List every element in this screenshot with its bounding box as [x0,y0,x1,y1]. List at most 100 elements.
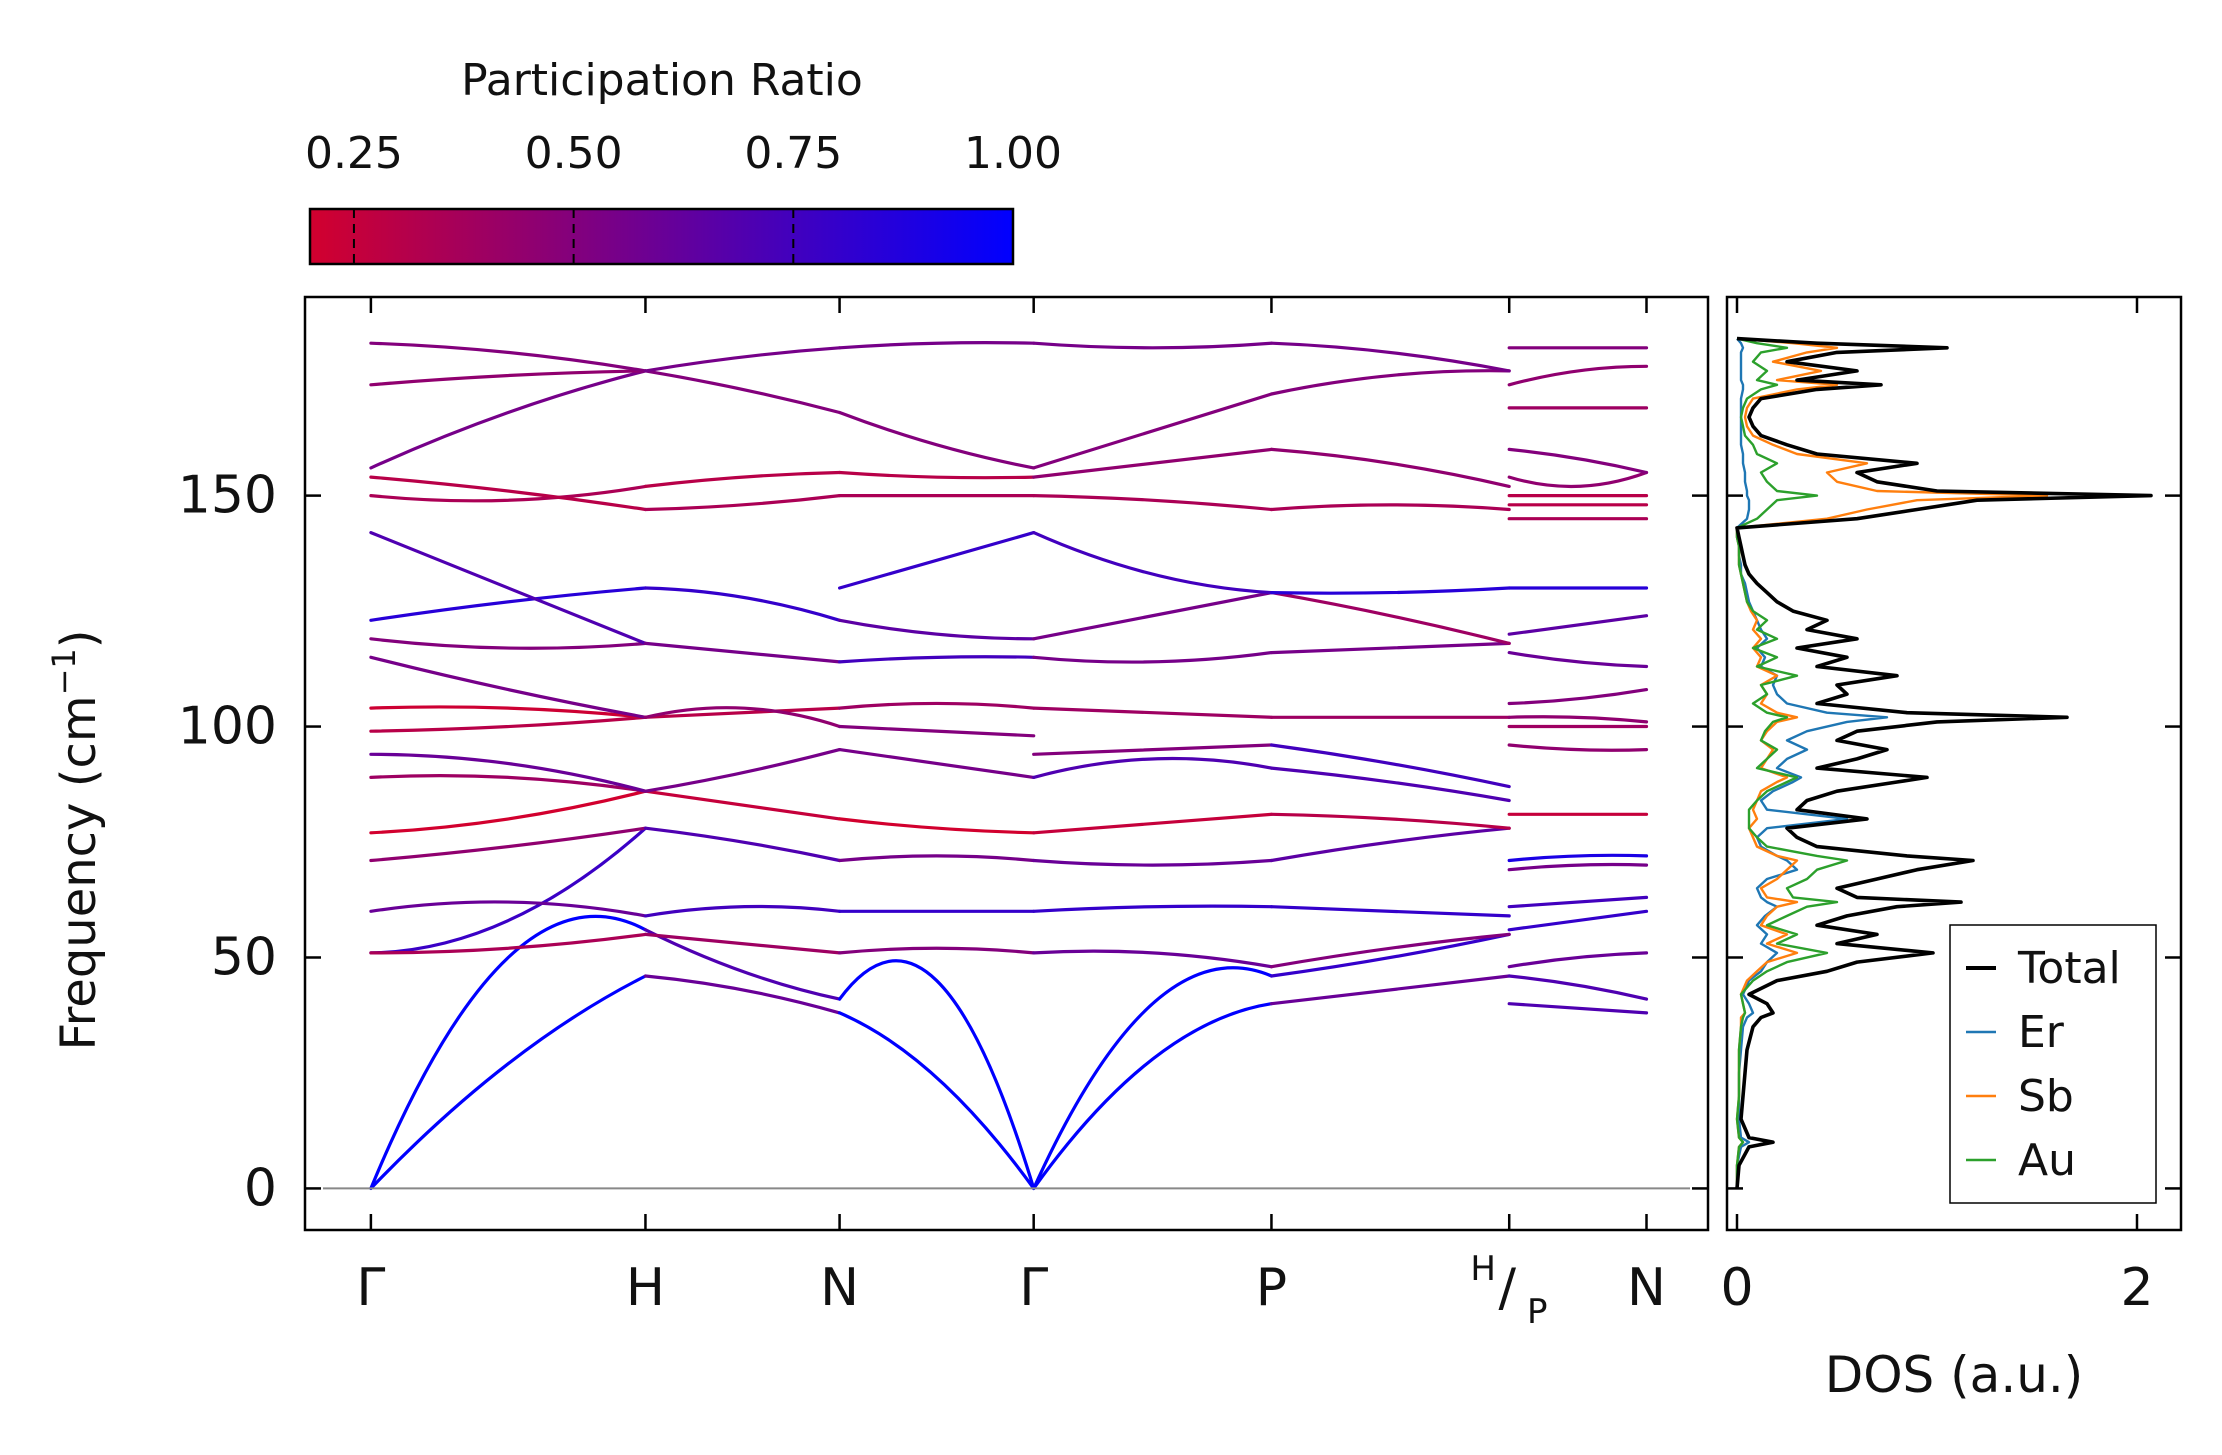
dispersion-branch [838,701,1036,710]
dispersion-branch [838,470,1036,480]
dispersion-branch [1507,470,1649,489]
dispersion-branch [838,946,1036,955]
y-axis-label: Frequency (cm−1) [45,629,107,1050]
legend-label-er: Er [2018,1007,2065,1058]
colorbar-gradient-bar [308,207,1015,266]
dispersion-branch [1269,641,1511,655]
dispersion-branch [1269,743,1511,789]
dos-x-tick-label: 2 [2120,1258,2153,1318]
dispersion-branch [1507,614,1649,636]
dispersion-branch [643,789,842,821]
dispersion-branch [369,974,648,1190]
y-tick-label: 50 [211,927,277,987]
dispersion-branch [1032,494,1274,512]
legend-label-au: Au [2018,1135,2076,1186]
dispersion-branch [838,854,1036,863]
k-label: N [1627,1258,1666,1318]
dispersion-branch [838,724,1036,738]
dispersion-branch [369,705,648,719]
colorbar-ticks: 0.25 0.50 0.75 1.00 [305,128,1062,264]
y-axis-label-exp: −1 [45,648,83,695]
dispersion-branch [643,748,842,793]
k-label: Γ [1019,1258,1048,1318]
dispersion-branch [369,637,648,650]
dispersion-branch [1507,688,1649,706]
dispersion-branch [838,410,1036,470]
colorbar-tick-label: 0.25 [305,128,403,179]
dispersion-branch [1032,904,1274,913]
dispersion-branch [1269,974,1511,1006]
k-label-p-part: P [1527,1292,1548,1332]
y-tick-label: 150 [178,466,277,526]
dispersion-branch [1507,715,1649,724]
dispersion-branch [1032,949,1274,969]
dispersion-branch [1032,743,1274,756]
colorbar: Participation Ratio 0.25 0.50 0.75 1.00 [305,55,1062,266]
colorbar-tick-label: 0.50 [525,128,623,179]
dispersion-branch [643,706,842,719]
dispersion-branch [369,531,648,645]
k-label-h-p: H / P [1470,1249,1547,1332]
dispersion-branch [369,774,648,793]
k-label-slash: / [1498,1258,1516,1318]
dispersion-branch [1269,932,1511,969]
k-label-h-part: H [1470,1249,1496,1289]
dispersion-branch [369,369,648,470]
dispersion-branch [643,826,842,863]
dispersion-branch [1507,743,1649,752]
dispersion-branch [1507,651,1649,669]
dispersion-branch [369,914,648,1190]
dispersion-branch [838,341,1036,350]
dispersion-branch [838,655,1036,664]
dispersion-branch [643,928,842,1001]
dispersion-branch [838,531,1036,590]
dos-x-axis-label: DOS (a.u.) [1825,1346,2084,1404]
dispersion-branch [369,475,648,512]
dispersion-branch [1032,756,1274,779]
dispersion-branch [1269,341,1511,373]
dispersion-branch [643,974,842,1015]
colorbar-title: Participation Ratio [461,55,863,106]
dispersion-branch [838,618,1036,641]
dos-x-tick-label: 0 [1720,1258,1753,1318]
dispersion-branch [1507,951,1649,969]
k-label: Γ [356,1258,385,1318]
dispersion-branch [369,932,648,955]
dispersion-branch [1269,766,1511,803]
dispersion-branch [1269,932,1511,978]
dispersion-branch [1507,974,1649,1001]
dispersion-branch [643,470,842,488]
dispersion-branch [1032,1002,1274,1190]
legend-label-sb: Sb [2018,1071,2074,1122]
dispersion-branch [369,586,648,622]
y-axis-label-close: ) [51,629,107,648]
dos-curve-total [1735,336,2153,1189]
y-tick-label: 0 [244,1158,277,1218]
dispersion-branch [643,706,842,729]
legend: Total Er Sb Au [1949,924,2157,1204]
legend-label-total: Total [2017,943,2121,994]
dispersion-branch [1507,1002,1649,1015]
dispersion-branch [1507,447,1649,475]
k-label: P [1256,1258,1287,1318]
dos-curve-er [1735,337,1889,1189]
dispersion-axes-frame [303,295,1710,1232]
dos-axes-frame [1725,295,2183,1232]
dispersion-branch [643,369,842,415]
dispersion-branch [643,904,842,918]
dispersion-branch [1269,812,1511,830]
dispersion-branch [838,817,1036,835]
dispersion-branch [1032,591,1274,641]
k-label: N [820,1258,859,1318]
dispersion-branch [369,369,648,387]
dispersion-branch [1507,853,1649,863]
dispersion-branch [1507,895,1649,909]
dispersion-branch [1032,341,1274,350]
dispersion-branch [1032,858,1274,867]
dispersion-branch [1507,909,1649,932]
dispersion-branch [1269,586,1511,595]
